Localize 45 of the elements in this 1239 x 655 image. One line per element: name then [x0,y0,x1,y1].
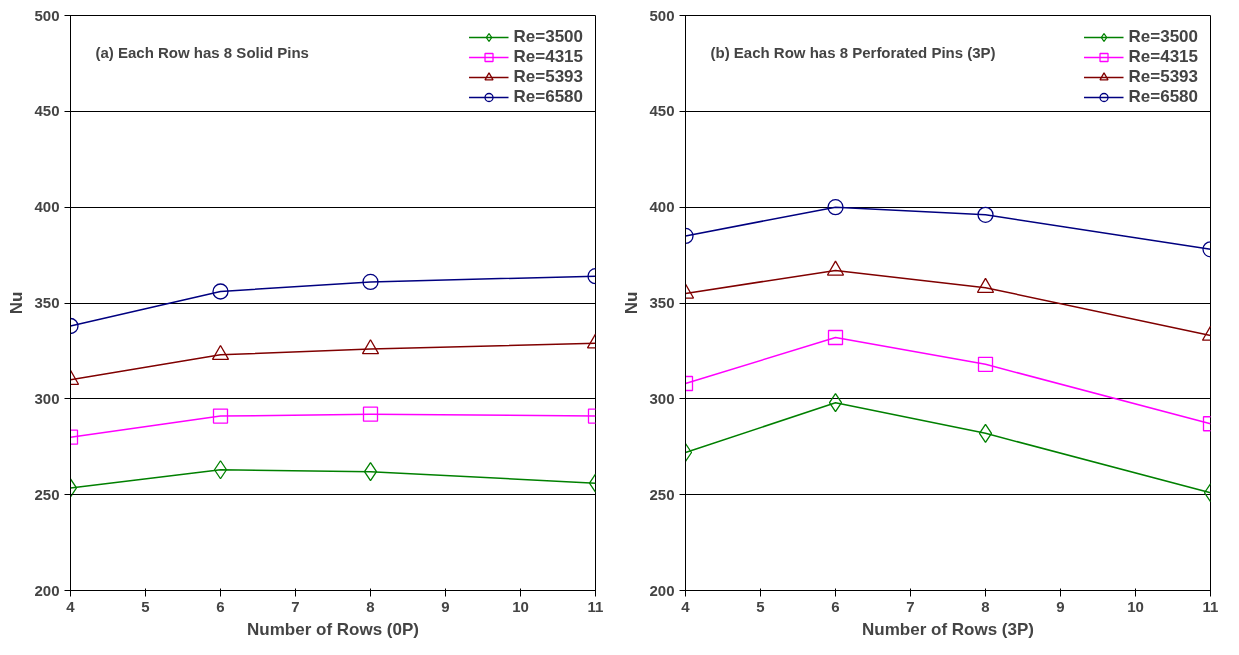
y-tick-label: 350 [649,294,675,311]
y-tick-label: 350 [34,294,60,311]
x-axis-title: Number of Rows (0P) [247,619,419,639]
y-tick-label: 250 [34,485,60,503]
x-tick-label: 4 [681,597,691,615]
x-tick-label: 5 [141,597,150,615]
x-tick-label: 10 [512,597,529,615]
y-tick-label: 200 [34,581,60,599]
y-tick-label: 400 [649,198,675,216]
legend-label: Re=6580 [1128,87,1198,107]
x-tick-label: 7 [906,597,915,615]
x-tick-label: 10 [1127,597,1144,615]
y-tick-label: 500 [34,6,60,24]
y-tick-label: 450 [649,102,675,120]
y-tick-label: 400 [34,198,60,216]
legend-label: Re=5393 [1128,67,1198,87]
legend-label: Re=3500 [1128,27,1198,47]
x-tick-label: 8 [366,597,375,615]
x-tick-label: 7 [291,597,300,615]
x-tick-label: 9 [1056,597,1065,615]
y-tick-label: 450 [34,102,60,120]
x-tick-label: 4 [66,597,76,615]
text: (b) Each Row has 8 Perforated Pins (3P) [710,43,996,61]
legend-label: Re=5393 [513,67,583,87]
x-axis-title: Number of Rows (3P) [862,619,1034,639]
x-tick-label: 5 [756,597,765,615]
x-tick-label: 8 [981,597,990,615]
y-tick-label: 300 [649,389,675,407]
legend-label: Re=6580 [513,87,583,107]
y-tick-label: 200 [649,581,675,599]
y-axis-title: Nu [622,291,642,315]
x-tick-label: 9 [441,597,450,615]
legend-label: Re=4315 [513,47,583,67]
legend-label: Re=3500 [513,27,583,47]
text: (a) Each Row has 8 Solid Pins [95,43,309,61]
y-tick-label: 300 [34,389,60,407]
x-tick-label: 6 [831,597,840,615]
x-tick-label: 6 [216,597,225,615]
y-axis-title: Nu [7,291,27,315]
legend-label: Re=4315 [1128,47,1198,67]
x-tick-label: 11 [1202,597,1219,615]
point [361,339,380,355]
x-tick-label: 11 [587,597,604,615]
y-tick-label: 500 [649,6,675,24]
y-tick-label: 250 [649,485,675,503]
